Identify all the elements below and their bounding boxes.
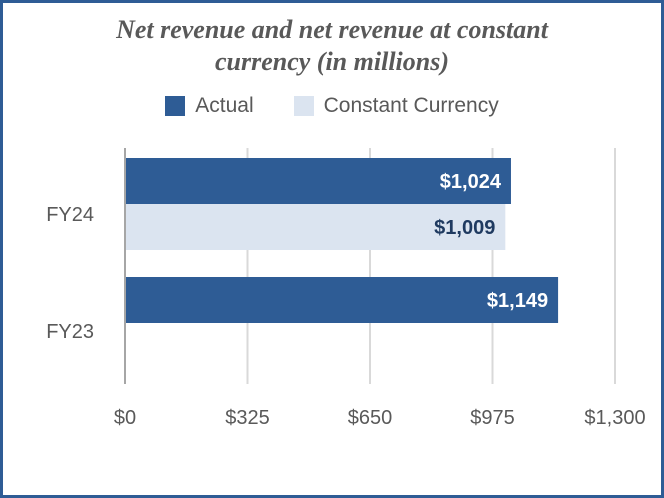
- x-tick-label-2: $650: [348, 407, 393, 429]
- data-label-fy24-actual: $1,024: [440, 171, 502, 193]
- x-tick-label-4: $1,300: [584, 407, 645, 429]
- data-label-fy24-constant-currency: $1,009: [434, 217, 495, 239]
- category-label-fy23: FY23: [46, 321, 94, 343]
- chart-title-line-1: Net revenue and net revenue at constant: [116, 15, 548, 44]
- category-label-fy24: FY24: [46, 204, 94, 226]
- x-tick-label-0: $0: [114, 407, 136, 429]
- bar-fy23-actual: [125, 277, 559, 323]
- data-label-fy23-actual: $1,149: [487, 290, 548, 312]
- chart-title: Net revenue and net revenue at constant …: [0, 14, 664, 78]
- legend-label-actual: Actual: [195, 94, 254, 117]
- legend-swatch-constant-currency: [293, 96, 314, 116]
- legend-label-constant-currency: Constant Currency: [323, 94, 499, 117]
- bar-fy24-actual: [125, 158, 511, 204]
- bar-fy24-constant-currency: [125, 204, 506, 250]
- chart-legend: Actual Constant Currency: [0, 93, 664, 119]
- legend-swatch-actual: [165, 96, 186, 116]
- legend-item-actual: Actual: [165, 94, 254, 118]
- chart-title-line-2: currency (in millions): [214, 47, 449, 76]
- x-tick-label-1: $325: [225, 407, 270, 429]
- x-tick-label-3: $975: [470, 407, 515, 429]
- legend-item-constant-currency: Constant Currency: [293, 94, 499, 118]
